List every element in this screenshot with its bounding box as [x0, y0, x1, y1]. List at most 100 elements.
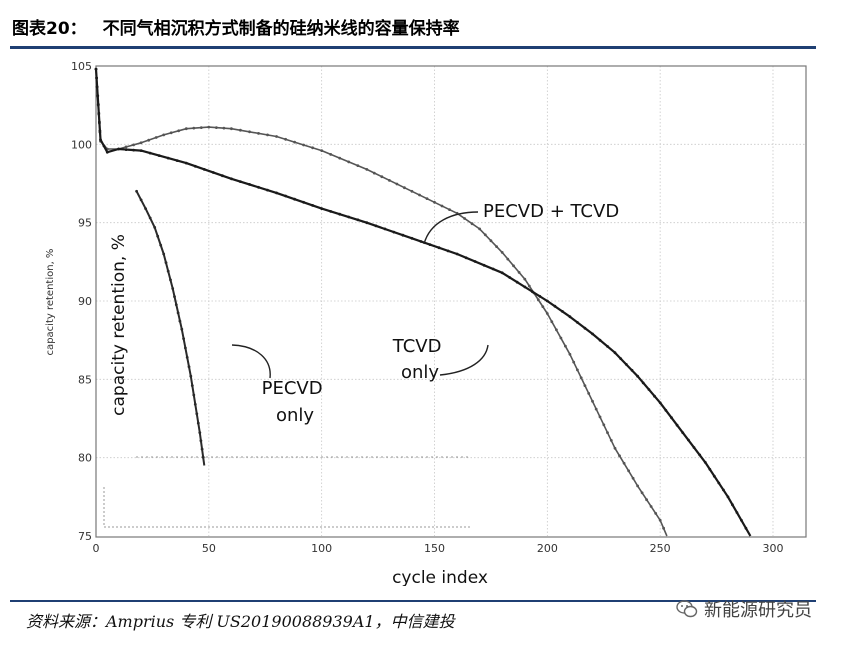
data-point [744, 526, 748, 530]
data-point [517, 271, 521, 274]
data-point [356, 164, 360, 168]
data-point [613, 446, 617, 450]
source-note: 资料来源：Amprius 专利 US20190088939A1，中信建投 [26, 612, 455, 631]
grid [96, 66, 806, 536]
data-point [230, 177, 233, 181]
data-point [717, 481, 721, 485]
data-point [602, 423, 606, 427]
data-point [598, 415, 602, 419]
data-point [512, 264, 515, 268]
data-point [726, 495, 730, 499]
data-point [139, 141, 143, 145]
data-point [455, 252, 459, 256]
data-point [162, 133, 166, 137]
x-tick-label-0: 0 [93, 542, 100, 555]
data-point [239, 180, 242, 184]
data-point [576, 368, 579, 372]
annotation-pecvd-only-line1: PECVD [262, 378, 323, 399]
data-point [425, 197, 429, 201]
data-point [448, 208, 451, 212]
annotation-pecvd-only: PECVD only [262, 378, 329, 426]
data-point [508, 276, 512, 279]
title-rule [10, 46, 816, 49]
axis-ticks: 0 50 100 150 200 250 300 75 80 85 90 95 100 105 [71, 60, 784, 555]
data-point [553, 304, 557, 308]
y-tick-label-100: 100 [71, 138, 92, 151]
data-point [166, 156, 170, 160]
data-point [302, 200, 305, 204]
data-point [174, 303, 178, 307]
data-point [622, 461, 626, 465]
data-point [515, 280, 519, 284]
data-point [320, 149, 324, 153]
leader-tcvd-only [439, 344, 489, 376]
data-point [410, 236, 414, 240]
wechat-icon [676, 600, 698, 618]
data-point [257, 132, 260, 135]
data-point [440, 204, 444, 208]
data-point [464, 256, 468, 260]
data-point [230, 127, 233, 131]
series-line-pecvd-only [135, 190, 206, 466]
data-point [221, 174, 224, 178]
data-point [192, 393, 196, 397]
data-point [631, 476, 635, 480]
data-point [293, 197, 296, 201]
data-point [491, 267, 495, 271]
series-line-pecvd-tcvd [95, 69, 668, 537]
data-point [157, 154, 161, 158]
y-tick-label-85: 85 [78, 373, 92, 386]
data-point [372, 171, 376, 175]
y-axis-label-small: capacity retention, % [45, 249, 56, 356]
figure-number: 图表20： [12, 19, 87, 39]
data-point [184, 161, 188, 165]
data-point [555, 328, 558, 332]
data-point [200, 447, 204, 451]
data-point [222, 126, 226, 130]
data-point [482, 263, 486, 267]
data-point [658, 518, 662, 522]
data-point [523, 277, 527, 281]
data-point [156, 234, 160, 238]
data-point [636, 374, 639, 378]
data-point [202, 168, 206, 171]
data-point [731, 503, 734, 507]
data-point [164, 261, 168, 264]
data-point [195, 412, 199, 416]
data-point [627, 469, 630, 473]
data-point [473, 260, 477, 263]
x-tick-label-150: 150 [424, 542, 445, 555]
data-point [722, 488, 725, 492]
data-point [166, 269, 170, 273]
data-point [329, 153, 333, 156]
data-point [135, 189, 139, 193]
data-point [536, 298, 540, 302]
data-point [541, 305, 545, 308]
data-point [311, 146, 314, 150]
data-point [196, 421, 200, 425]
x-axis-label: cycle index [392, 568, 488, 586]
data-point [173, 295, 176, 298]
data-point [583, 326, 587, 330]
data-point [489, 239, 493, 243]
series-line-tcvd-only [94, 69, 752, 537]
data-point [410, 189, 414, 193]
data-point [670, 416, 673, 420]
data-point [583, 384, 587, 387]
data-point [347, 215, 351, 219]
data-point [527, 284, 531, 288]
data-point [356, 218, 360, 222]
data-point [538, 294, 542, 298]
y-tick-label-75: 75 [78, 530, 92, 543]
data-point [591, 399, 594, 403]
data-point [132, 143, 136, 147]
data-point [403, 186, 406, 190]
y-axis-label: capacity retention, % [109, 234, 129, 416]
data-point [338, 212, 342, 216]
data-point [380, 175, 384, 179]
data-point [564, 344, 567, 348]
data-point [598, 338, 602, 342]
data-point [185, 356, 189, 359]
data-point [98, 129, 102, 133]
data-point [139, 149, 143, 153]
